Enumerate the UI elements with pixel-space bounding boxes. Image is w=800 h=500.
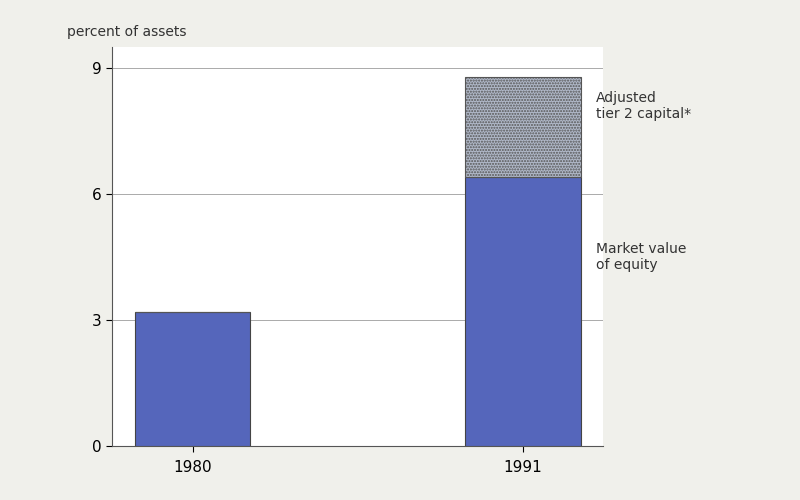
Bar <box>466 76 581 178</box>
Bar <box>134 312 250 446</box>
Text: Market value
of equity: Market value of equity <box>596 242 686 272</box>
Text: percent of assets: percent of assets <box>67 24 186 38</box>
Text: Adjusted
tier 2 capital*: Adjusted tier 2 capital* <box>596 91 691 121</box>
Bar <box>466 178 581 446</box>
